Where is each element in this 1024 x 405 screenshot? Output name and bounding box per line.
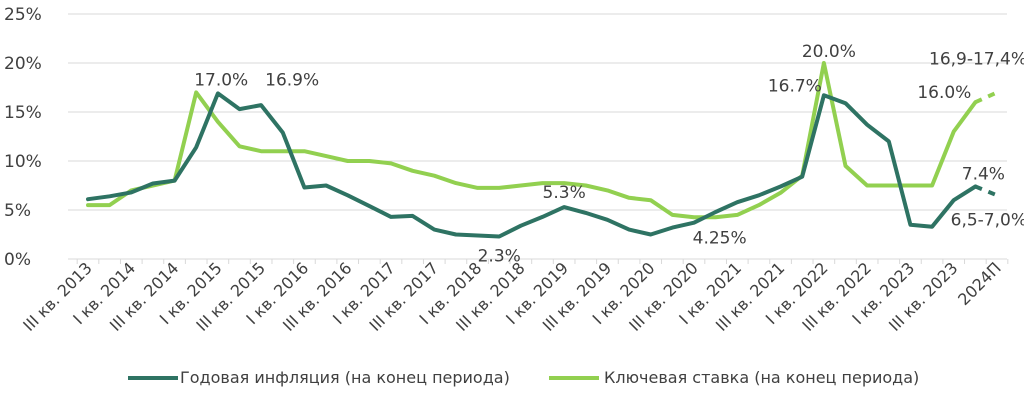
gridlines xyxy=(68,13,1007,260)
data-label: 2.3% xyxy=(478,246,521,266)
legend-label-inflation: Годовая инфляция (на конец периода) xyxy=(180,368,510,387)
data-label: 6,5-7,0% xyxy=(951,210,1024,230)
series-lines xyxy=(86,61,998,239)
data-label: 17.0% xyxy=(194,70,248,90)
data-label: 16.7% xyxy=(768,76,822,96)
series-forecast-line xyxy=(974,90,998,105)
x-axis-tick-marks xyxy=(76,259,1009,264)
data-label: 16,9-17,4% xyxy=(929,49,1024,69)
data-label: 5.3% xyxy=(543,183,586,203)
y-tick-label: 15% xyxy=(4,103,42,123)
y-axis-ticks: 0% 5% 10% 15% 20% 25% xyxy=(4,5,42,270)
y-tick-label: 0% xyxy=(4,250,31,270)
data-label: 16.9% xyxy=(265,70,319,90)
data-label: 4.25% xyxy=(693,228,747,248)
y-tick-label: 25% xyxy=(4,5,42,25)
data-label: 16.0% xyxy=(917,83,971,103)
legend: Годовая инфляция (на конец периода) Ключе… xyxy=(128,368,919,387)
y-tick-label: 10% xyxy=(4,152,42,172)
series-line xyxy=(86,91,978,239)
series-forecast-line xyxy=(974,184,998,198)
x-tick-label: 2024П xyxy=(954,258,1005,309)
data-annotations: 17.0% 16.9% 2.3% 5.3% 4.25% 20.0% 16.7% 16,9-17… xyxy=(194,42,1024,266)
y-tick-label: 20% xyxy=(4,54,42,74)
data-label: 7.4% xyxy=(962,164,1005,184)
series-line xyxy=(86,61,978,220)
data-label: 20.0% xyxy=(802,42,856,62)
legend-label-key-rate: Ключевая ставка (на конец периода) xyxy=(604,368,919,387)
y-tick-label: 5% xyxy=(4,201,31,221)
